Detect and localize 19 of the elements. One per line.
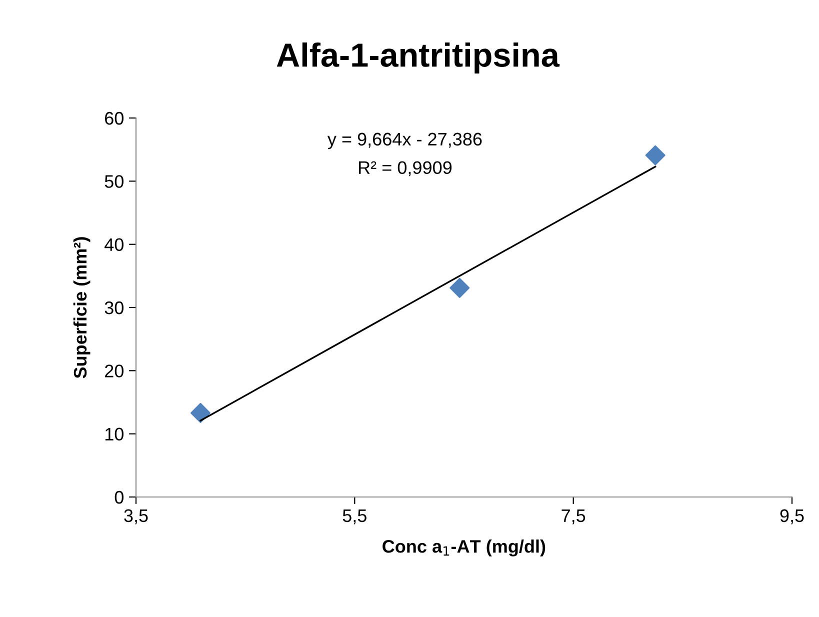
point [645,145,666,166]
y-tick-label: 10 [105,428,124,441]
x-axis-title: Conc a$_{1}$-AT (mg/dl) [382,540,546,556]
y-axis-title: Superficie (mm²) [73,237,90,378]
y-tick-label: 20 [105,364,124,378]
y-tick-label: 50 [104,175,124,188]
y-tick-label: 0 [114,490,124,504]
x-tick-label: 5,5 [342,509,366,524]
x-tick-label: 7,5 [562,509,586,524]
x-tick-label: 3,5 [124,509,148,524]
point [190,402,211,423]
y-tick-label: 60 [105,112,124,125]
chart-title: Alfa-1-antritipsina [276,42,560,74]
annotation: y = 9,664x - 27,386 [327,132,482,150]
x-tick-label: 9,5 [780,509,804,524]
y-tick-label: 40 [104,238,124,252]
point [450,278,470,298]
y-tick-label: 30 [104,301,124,314]
annotation: R² = 0,9909 [359,161,452,176]
